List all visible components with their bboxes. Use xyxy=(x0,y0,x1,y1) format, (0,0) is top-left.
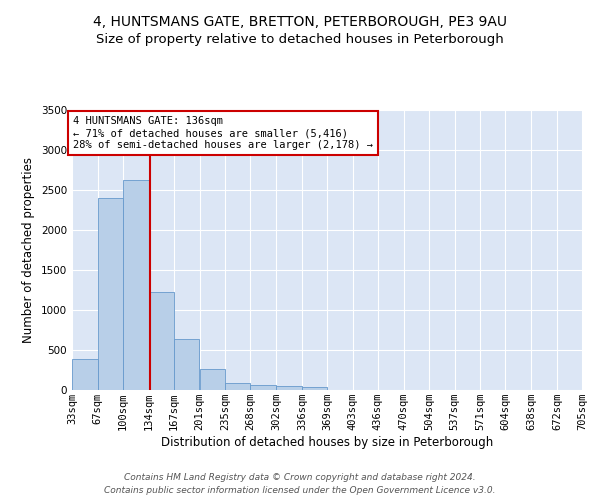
Bar xyxy=(199,369,226,390)
Bar xyxy=(98,198,123,390)
Bar xyxy=(276,386,302,390)
Text: 4 HUNTSMANS GATE: 136sqm
← 71% of detached houses are smaller (5,416)
28% of sem: 4 HUNTSMANS GATE: 136sqm ← 71% of detach… xyxy=(73,116,373,150)
X-axis label: Distribution of detached houses by size in Peterborough: Distribution of detached houses by size … xyxy=(161,436,493,449)
Bar xyxy=(72,359,98,390)
Text: Contains HM Land Registry data © Crown copyright and database right 2024.: Contains HM Land Registry data © Crown c… xyxy=(124,474,476,482)
Bar xyxy=(149,292,173,390)
Bar xyxy=(226,383,250,390)
Bar xyxy=(173,339,199,390)
Bar xyxy=(123,180,149,390)
Bar xyxy=(250,385,276,390)
Text: Size of property relative to detached houses in Peterborough: Size of property relative to detached ho… xyxy=(96,32,504,46)
Text: 4, HUNTSMANS GATE, BRETTON, PETERBOROUGH, PE3 9AU: 4, HUNTSMANS GATE, BRETTON, PETERBOROUGH… xyxy=(93,15,507,29)
Y-axis label: Number of detached properties: Number of detached properties xyxy=(22,157,35,343)
Text: Contains public sector information licensed under the Open Government Licence v3: Contains public sector information licen… xyxy=(104,486,496,495)
Bar xyxy=(302,387,327,390)
